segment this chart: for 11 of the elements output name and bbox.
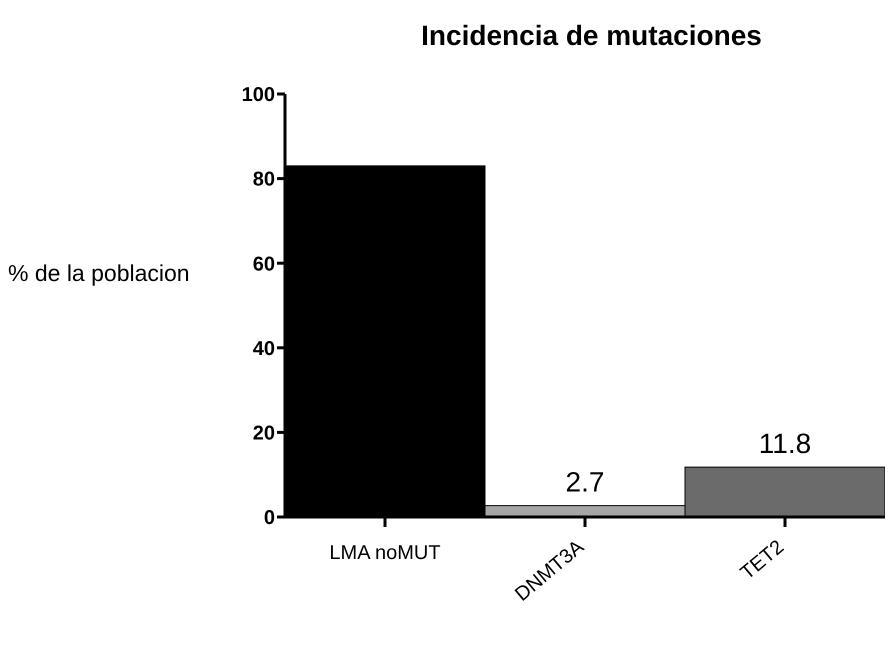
y-tick-label: 80 xyxy=(252,168,275,191)
y-tick-label: 60 xyxy=(252,253,275,276)
y-tick-label: 0 xyxy=(264,507,275,530)
x-tick-label: LMA noMUT xyxy=(329,542,441,564)
y-axis-title: % de la poblacion xyxy=(8,260,190,287)
y-tick-label: 40 xyxy=(252,338,275,360)
chart-title: Incidencia de mutaciones xyxy=(420,20,763,52)
data-label: 2.7 xyxy=(566,466,604,498)
y-tick-label: 20 xyxy=(252,422,275,444)
data-label: 11.8 xyxy=(758,428,812,460)
y-tick-label: 100 xyxy=(242,84,275,106)
